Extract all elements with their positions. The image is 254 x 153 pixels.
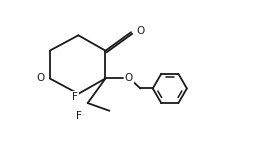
Text: F: F [75, 111, 81, 121]
Text: O: O [124, 73, 133, 83]
Text: O: O [136, 26, 144, 36]
Text: O: O [37, 73, 45, 83]
Text: F: F [72, 92, 78, 102]
